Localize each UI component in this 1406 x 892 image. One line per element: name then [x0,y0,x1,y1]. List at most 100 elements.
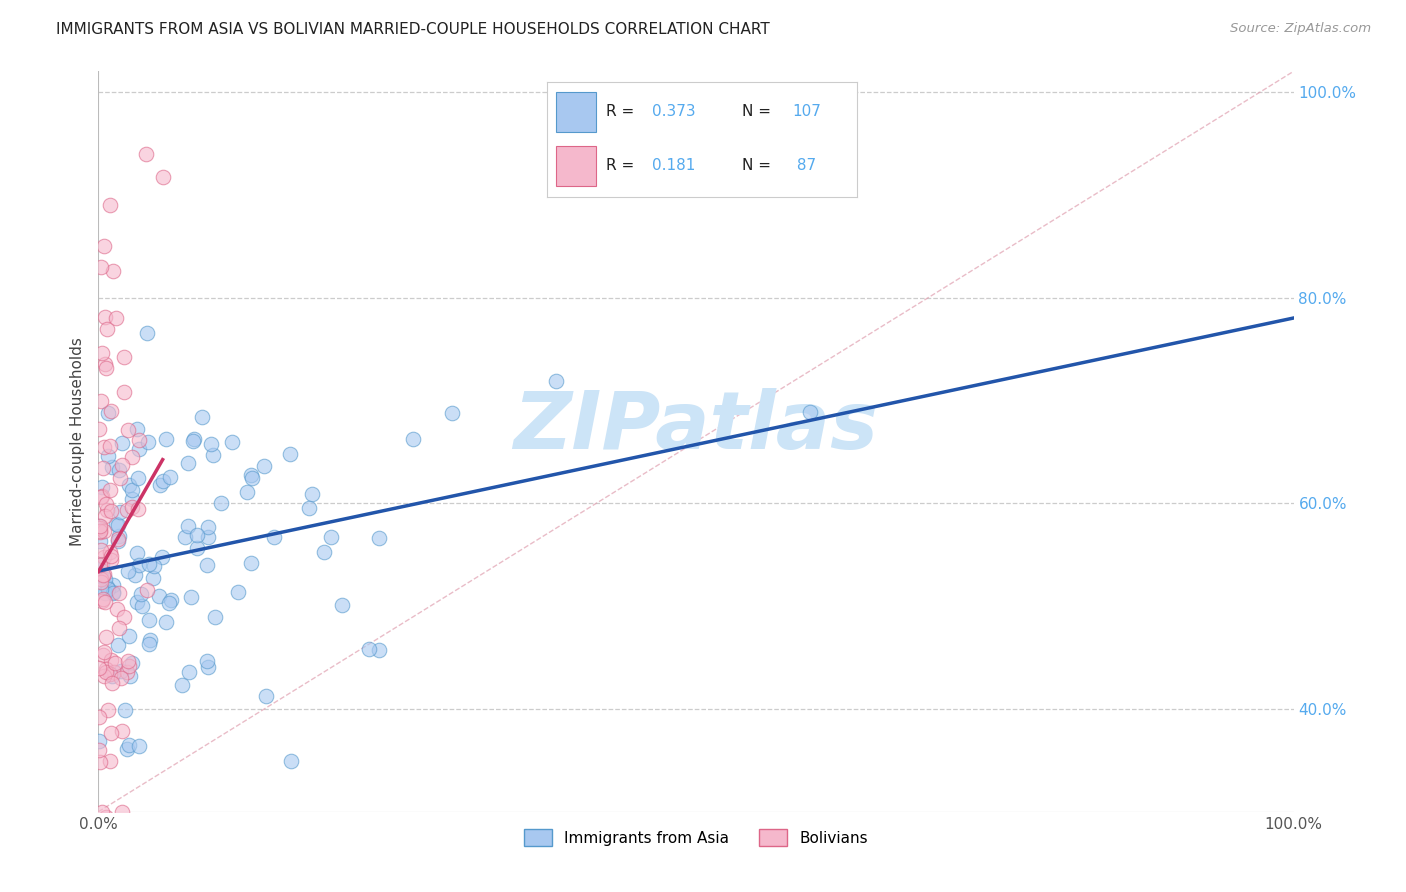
Point [128,442,150,457]
Point [94,509,117,524]
Point [240,468,263,483]
Point [111,458,134,472]
Point [108,586,131,600]
Point [149,478,172,492]
Point [239,556,262,570]
Point [93,239,115,253]
Point [142,571,165,585]
Point [191,410,214,425]
Point [94,661,117,675]
Point [138,613,160,627]
Point [131,599,153,614]
Point [127,501,149,516]
Point [98,545,121,559]
Point [91,648,114,663]
Point [100,676,122,690]
Point [125,422,148,436]
Point [105,311,128,326]
Point [330,599,353,613]
Point [121,491,143,506]
Point [235,485,257,500]
Point [87,710,110,724]
Point [367,643,389,657]
Point [87,519,110,533]
Point [121,500,143,514]
Point [280,754,302,768]
Point [138,637,160,651]
Point [91,805,114,819]
Point [110,665,132,679]
Point [100,653,122,667]
Point [91,592,114,607]
Point [91,346,114,360]
Point [112,385,135,400]
Point [152,169,174,184]
Point [94,595,117,609]
Point [90,574,112,589]
Point [90,572,112,586]
Point [90,393,112,408]
Point [183,432,205,446]
Point [107,534,129,549]
Point [100,726,122,740]
Point [138,558,160,572]
Point [152,474,174,488]
Point [98,666,121,681]
Point [93,566,115,581]
Point [197,659,219,673]
Point [91,594,114,608]
Point [87,743,110,757]
Point [89,814,111,828]
Point [101,585,124,599]
Point [89,558,111,572]
Point [180,591,202,605]
Point [159,469,181,483]
Point [89,661,111,675]
Point [97,703,120,717]
Point [135,146,157,161]
Point [321,530,343,544]
Point [90,489,112,503]
Point [139,633,162,648]
Point [226,584,249,599]
Point [100,549,122,563]
Point [440,406,463,420]
Point [402,432,425,446]
Point [90,582,112,596]
Point [117,564,139,578]
Point [128,558,150,572]
Point [118,629,141,643]
Point [263,530,285,544]
Point [91,461,114,475]
Point [90,260,112,274]
Point [157,596,180,610]
Point [90,542,112,557]
Point [104,657,127,671]
Point [118,659,141,673]
Point [107,518,129,533]
Point [94,357,117,371]
Point [177,665,200,679]
Point [254,689,277,703]
Point [117,423,139,437]
Point [209,496,232,510]
Point [135,326,157,341]
Point [101,669,124,683]
Legend: Immigrants from Asia, Bolivians: Immigrants from Asia, Bolivians [517,823,875,852]
Point [357,641,380,656]
Point [105,517,128,532]
Point [197,654,219,668]
Point [177,519,200,533]
Point [108,505,131,519]
Point [142,559,165,574]
Point [240,471,263,485]
Point [136,583,159,598]
Point [90,490,112,504]
Point [91,567,114,582]
Y-axis label: Married-couple Households: Married-couple Households [69,337,84,546]
Point [91,557,114,571]
Point [117,742,139,756]
Point [200,436,222,450]
Point [136,434,159,449]
Point [129,587,152,601]
